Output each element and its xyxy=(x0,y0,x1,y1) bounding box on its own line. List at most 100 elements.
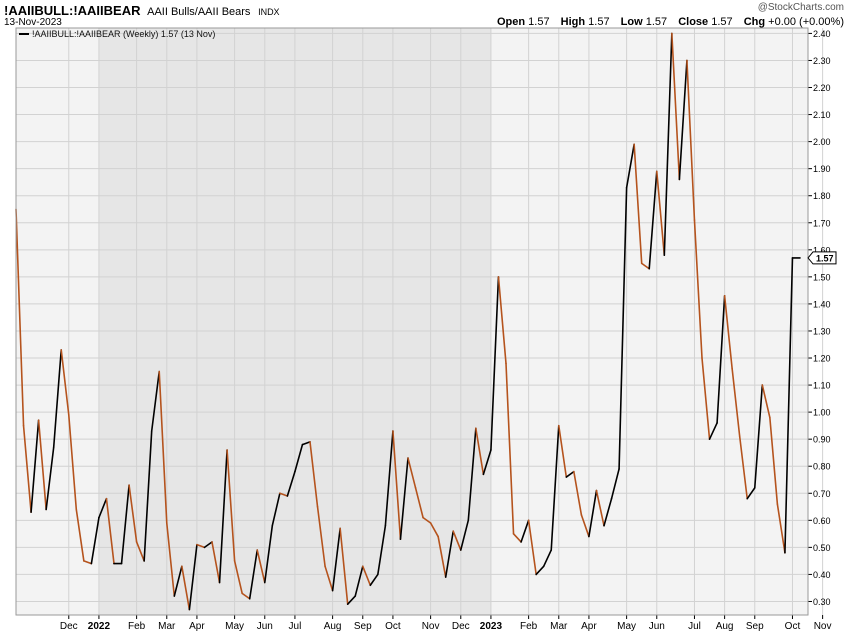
x-tick-label: Oct xyxy=(785,621,801,632)
line-segment xyxy=(346,595,357,605)
low-label: Low xyxy=(620,16,643,28)
line-segment xyxy=(761,384,771,419)
x-tick-label: Mar xyxy=(158,621,176,632)
line-segment xyxy=(294,443,304,473)
line-segment xyxy=(618,186,628,470)
brand-watermark: @StockCharts.com xyxy=(757,2,844,13)
line-segment xyxy=(738,435,749,500)
line-segment xyxy=(361,565,372,587)
grid-lines xyxy=(16,28,824,615)
line-segment xyxy=(165,522,176,597)
line-segment xyxy=(731,368,741,438)
y-tick-label: 1.90 xyxy=(813,164,831,174)
close-value: 1.57 xyxy=(711,16,733,28)
low-value: 1.57 xyxy=(645,16,668,28)
x-tick-label: Dec xyxy=(452,621,470,632)
line-segment xyxy=(746,487,756,500)
y-tick-label: 2.10 xyxy=(813,110,831,120)
x-tick-label: Sep xyxy=(746,621,764,632)
line-segment xyxy=(135,541,145,562)
line-segment xyxy=(377,524,387,576)
line-segment xyxy=(143,430,153,562)
y-tick-label: 2.30 xyxy=(813,56,831,66)
line-segment xyxy=(505,362,515,535)
line-segment xyxy=(610,468,620,500)
x-tick-label: Dec xyxy=(60,621,78,632)
y-tick-label: 1.30 xyxy=(813,326,831,336)
open-value: 1.57 xyxy=(528,16,550,28)
line-segment xyxy=(686,59,696,221)
line-segment xyxy=(407,457,417,489)
x-tick-label: Sep xyxy=(354,621,372,632)
line-segment xyxy=(30,419,40,514)
y-tick-label: 0.90 xyxy=(813,435,831,445)
x-tick-label: Aug xyxy=(716,621,734,632)
line-segment xyxy=(60,349,70,416)
line-segment xyxy=(67,414,78,511)
line-segment xyxy=(580,514,590,538)
x-tick-label: Nov xyxy=(422,621,440,632)
line-segment xyxy=(527,519,537,576)
line-segment xyxy=(354,565,364,597)
line-segment xyxy=(776,503,786,554)
line-segment xyxy=(784,257,794,554)
series-legend: !AAIIBULL:!AAIIBEAR (Weekly) 1.57 (13 No… xyxy=(19,29,215,39)
line-segment xyxy=(769,416,779,505)
symbol-line: !AAIIBULL:!AAIIBEAR AAII Bulls/AAII Bear… xyxy=(4,3,280,18)
close-label: Close xyxy=(678,16,709,28)
line-segment xyxy=(256,549,266,584)
line-segment xyxy=(211,541,221,584)
line-segment xyxy=(37,419,47,511)
line-segment xyxy=(369,573,379,587)
line-segment xyxy=(467,427,477,522)
x-tick-label: May xyxy=(225,621,244,632)
line-segment xyxy=(339,527,349,605)
y-tick-label: 0.40 xyxy=(813,570,831,580)
y-tick-label: 2.20 xyxy=(813,83,831,93)
line-segment xyxy=(83,560,93,565)
line-segment xyxy=(573,470,583,516)
y-tick-label: 1.70 xyxy=(813,218,831,228)
line-segment xyxy=(482,449,492,476)
x-tick-label: 2023 xyxy=(480,621,503,632)
line-segment xyxy=(331,527,341,592)
y-tick-label: 0.50 xyxy=(813,543,831,553)
line-segment xyxy=(316,505,326,568)
line-segment xyxy=(241,592,251,600)
line-segment xyxy=(475,427,485,476)
y-tick-label: 1.50 xyxy=(813,272,831,282)
line-segment xyxy=(633,143,643,265)
line-segment xyxy=(663,32,673,257)
line-segment xyxy=(158,370,168,524)
y-tick-label: 2.00 xyxy=(813,137,831,147)
line-segment xyxy=(263,524,274,584)
last-value-marker: 1.57 xyxy=(807,251,837,265)
x-tick-label: Oct xyxy=(385,621,401,632)
x-tick-label: Jun xyxy=(257,621,273,632)
chg-label: Chg xyxy=(743,16,766,28)
plot-border xyxy=(15,27,809,616)
line-segment xyxy=(429,522,439,538)
line-segment xyxy=(324,565,334,592)
price-line xyxy=(15,32,801,611)
line-segment xyxy=(301,441,311,446)
axes: 0.30 0.40 0.50 0.60 0.70 0.80 0.90 1.00 1.10 1.20… xyxy=(15,27,837,632)
x-tick-label: 2022 xyxy=(88,621,111,632)
line-segment xyxy=(105,497,115,565)
chg-value: +0.00 (+0.00%) xyxy=(768,16,844,28)
symbol-title: !AAIIBULL:!AAIIBEAR xyxy=(4,3,141,18)
line-segment xyxy=(384,430,394,527)
y-tick-label: 1.00 xyxy=(813,408,831,418)
line-segment xyxy=(188,543,198,611)
line-segment xyxy=(542,549,553,568)
y-tick-label: 0.30 xyxy=(813,597,831,607)
line-segment xyxy=(640,262,651,270)
line-segment xyxy=(233,560,243,595)
line-segment xyxy=(422,516,432,524)
line-segment xyxy=(603,497,613,527)
x-tick-label: Jun xyxy=(649,621,665,632)
open-label: Open xyxy=(496,16,526,28)
line-segment xyxy=(452,530,462,551)
line-segment xyxy=(437,535,447,578)
